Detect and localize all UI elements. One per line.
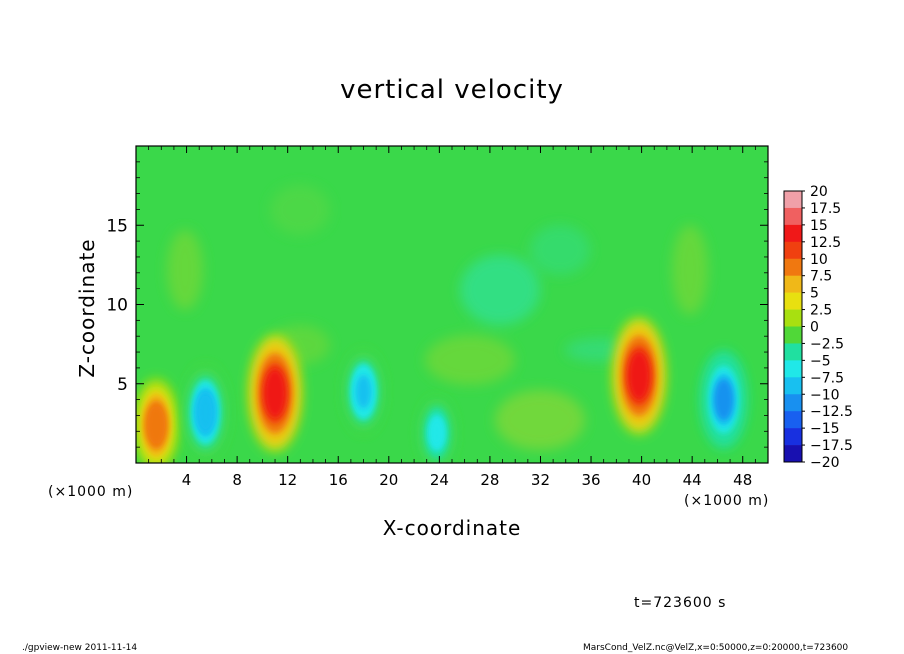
colorbar-label: 12.5 <box>810 235 841 251</box>
y-axis-label: Z-coordinate <box>75 238 99 378</box>
colorbar-label: −20 <box>810 455 840 471</box>
colorbar-band <box>784 275 802 293</box>
colorbar-label: −17.5 <box>810 438 853 454</box>
downdraft-cell <box>184 366 227 459</box>
downdraft-cell <box>420 398 454 463</box>
colorbar-band <box>784 394 802 412</box>
colorbar-band <box>784 377 802 395</box>
colorbar-band <box>784 258 802 276</box>
footer-right-text: MarsCond_VelZ.nc@VelZ,x=0:50000,z=0:2000… <box>583 643 849 653</box>
updraft-cell <box>613 318 665 434</box>
y-tick-label: 15 <box>106 216 128 236</box>
updraft-cell <box>249 335 301 452</box>
colorbar-band <box>784 445 802 463</box>
x-tick-label: 44 <box>683 471 702 489</box>
time-label: t=723600 s <box>634 595 727 611</box>
downdraft-cell <box>344 351 383 433</box>
colorbar-label: −15 <box>810 421 840 437</box>
colorbar-label: −12.5 <box>810 404 853 420</box>
updraft-cell <box>136 378 178 463</box>
colorbar-band <box>784 326 802 344</box>
x-axis-label: X-coordinate <box>382 516 522 540</box>
colorbar-label: −10 <box>810 387 840 403</box>
x-tick-label: 32 <box>531 471 550 489</box>
x-tick-label: 48 <box>733 471 752 489</box>
x-tick-label: 16 <box>329 471 348 489</box>
colorbar-label: −2.5 <box>810 336 844 352</box>
colorbar-label: 17.5 <box>810 201 841 217</box>
colorbar-band <box>784 241 802 260</box>
colorbar-band <box>784 343 802 361</box>
x-tick-label: 24 <box>430 471 449 489</box>
colorbar-band <box>784 292 802 310</box>
colorbar-label: 20 <box>810 184 828 200</box>
x-tick-label: 8 <box>232 471 242 489</box>
colorbar-band <box>784 411 802 429</box>
x-tick-label: 20 <box>379 471 398 489</box>
colorbar-band <box>784 224 802 243</box>
colorbar-label: 5 <box>810 286 819 302</box>
x-unit-label-left: (×1000 m) <box>48 484 134 500</box>
x-tick-label: 40 <box>632 471 651 489</box>
footer-left-text: ./gpview-new 2011-11-14 <box>22 643 138 653</box>
x-tick-label: 4 <box>182 471 192 489</box>
colorbar-label: 0 <box>810 320 819 336</box>
colorbar-label: 2.5 <box>810 303 832 319</box>
y-tick-label: 10 <box>106 296 128 316</box>
colorbar-label: 7.5 <box>810 269 832 285</box>
velocity-field <box>136 146 768 463</box>
colorbar-label: −5 <box>810 353 831 369</box>
colorbar-band <box>784 309 802 327</box>
x-tick-label: 28 <box>480 471 499 489</box>
colorbar-label: −7.5 <box>810 370 844 386</box>
colorbar-band <box>784 360 802 378</box>
downdraft-cell <box>701 350 747 449</box>
colorbar-band <box>784 428 802 446</box>
x-tick-label: 12 <box>278 471 297 489</box>
x-unit-label-right: (×1000 m) <box>684 493 770 509</box>
colorbar-band <box>784 207 802 226</box>
x-tick-label: 36 <box>581 471 600 489</box>
colorbar-label: 10 <box>810 252 828 268</box>
colorbar-band <box>784 191 802 209</box>
colorbar-label: 15 <box>810 218 828 234</box>
y-tick-label: 5 <box>117 375 128 395</box>
chart-title: vertical velocity <box>340 75 564 105</box>
